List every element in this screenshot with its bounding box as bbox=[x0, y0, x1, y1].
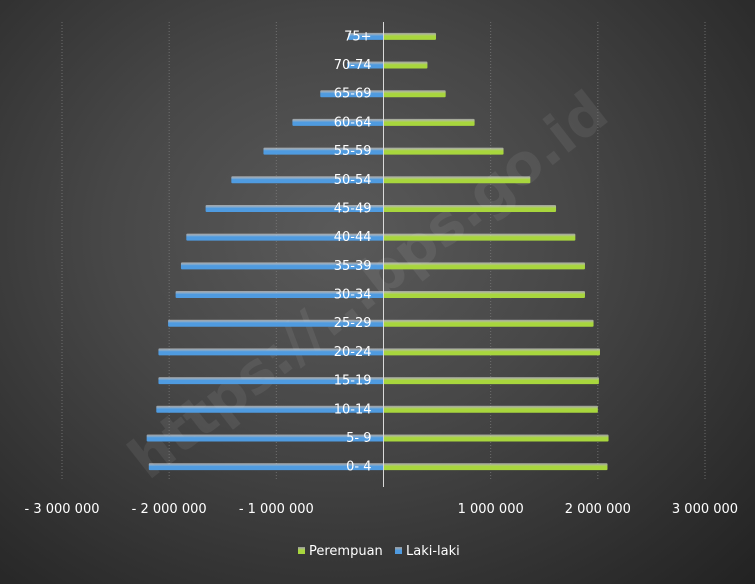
legend-swatch-laki-laki bbox=[395, 547, 402, 554]
bar-perempuan-12 bbox=[383, 118, 475, 126]
bar-perempuan-10 bbox=[383, 176, 531, 184]
category-label: 20-24 bbox=[334, 345, 372, 360]
bar-laki-laki-2 bbox=[156, 405, 384, 413]
x-tick-label: 3 000 000 bbox=[672, 502, 738, 517]
bar-laki-laki-3 bbox=[158, 377, 384, 385]
bar-perempuan-0 bbox=[383, 463, 608, 471]
category-label: 45-49 bbox=[334, 201, 372, 216]
category-label: 10-14 bbox=[334, 402, 372, 417]
category-label: 0- 4 bbox=[346, 460, 371, 475]
category-label: 70-74 bbox=[334, 58, 372, 73]
bar-perempuan-4 bbox=[383, 348, 600, 356]
bar-perempuan-3 bbox=[383, 377, 599, 385]
bar-perempuan-13 bbox=[383, 90, 446, 98]
category-label: 55-59 bbox=[334, 144, 372, 159]
bar-perempuan-11 bbox=[383, 147, 504, 155]
bar-laki-laki-9 bbox=[205, 204, 384, 212]
category-label: 30-34 bbox=[334, 288, 372, 303]
bar-perempuan-15 bbox=[383, 32, 437, 40]
category-label: 50-54 bbox=[334, 173, 372, 188]
category-label: 40-44 bbox=[334, 230, 372, 245]
x-tick-label: - 3 000 000 bbox=[25, 502, 100, 517]
category-label: 35-39 bbox=[334, 259, 372, 274]
bar-laki-laki-13 bbox=[320, 90, 384, 98]
bar-perempuan-5 bbox=[383, 319, 594, 327]
category-label: 15-19 bbox=[334, 374, 372, 389]
bar-perempuan-7 bbox=[383, 262, 585, 270]
x-tick-label: - 1 000 000 bbox=[239, 502, 314, 517]
category-label: 60-64 bbox=[334, 115, 372, 130]
bar-laki-laki-12 bbox=[292, 118, 384, 126]
bar-laki-laki-7 bbox=[180, 262, 384, 270]
bar-laki-laki-14 bbox=[347, 61, 384, 69]
bar-perempuan-2 bbox=[383, 405, 598, 413]
legend-label-laki-laki: Laki-laki bbox=[406, 544, 460, 559]
x-tick-label: 1 000 000 bbox=[458, 502, 524, 517]
category-label: 25-29 bbox=[334, 316, 372, 331]
bar-laki-laki-11 bbox=[263, 147, 384, 155]
bar-laki-laki-0 bbox=[148, 463, 384, 471]
bar-perempuan-6 bbox=[383, 291, 585, 299]
bar-laki-laki-15 bbox=[348, 32, 384, 40]
bar-laki-laki-10 bbox=[231, 176, 384, 184]
x-tick-label: - 2 000 000 bbox=[132, 502, 207, 517]
category-label: 5- 9 bbox=[346, 431, 371, 446]
legend-label-perempuan: Perempuan bbox=[309, 544, 383, 559]
x-tick-label: 2 000 000 bbox=[565, 502, 631, 517]
bar-laki-laki-1 bbox=[146, 434, 384, 442]
category-label: 65-69 bbox=[334, 87, 372, 102]
bar-perempuan-8 bbox=[383, 233, 576, 241]
category-label: 75+ bbox=[344, 29, 371, 44]
legend-swatch-perempuan bbox=[298, 547, 305, 554]
bar-laki-laki-5 bbox=[168, 319, 384, 327]
bar-perempuan-1 bbox=[383, 434, 609, 442]
bar-perempuan-9 bbox=[383, 204, 557, 212]
bar-perempuan-14 bbox=[383, 61, 428, 69]
bar-laki-laki-4 bbox=[158, 348, 384, 356]
bar-laki-laki-8 bbox=[186, 233, 384, 241]
bar-laki-laki-6 bbox=[175, 291, 384, 299]
